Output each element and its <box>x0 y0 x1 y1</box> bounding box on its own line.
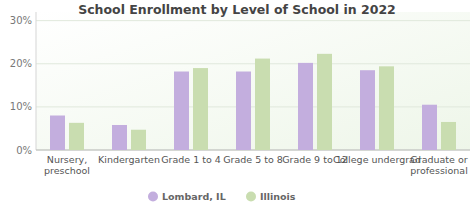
x-tick-label: College undergrad <box>333 154 421 165</box>
y-tick-label: 0% <box>16 145 32 156</box>
chart-title: School Enrollment by Level of School in … <box>78 2 396 17</box>
grid-line <box>36 106 470 107</box>
x-tick-label: Nursery,preschool <box>44 154 90 176</box>
grid-line <box>36 63 470 64</box>
y-tick-label: 20% <box>10 58 32 69</box>
chart-container: School Enrollment by Level of School in … <box>0 0 474 218</box>
legend-label: Lombard, IL <box>162 191 226 202</box>
x-tick-label: Graduate orprofessional <box>410 154 468 176</box>
bar <box>317 54 332 150</box>
chart-svg: School Enrollment by Level of School in … <box>0 0 474 218</box>
x-tick-label: Grade 1 to 4 <box>161 154 221 165</box>
bar <box>193 68 208 150</box>
x-tick-label: Kindergarten <box>98 154 160 165</box>
y-axis-line <box>36 12 37 150</box>
grid-line <box>36 150 470 151</box>
y-tick-label: 10% <box>10 101 32 112</box>
bars <box>50 54 456 150</box>
legend-swatch <box>246 192 256 202</box>
y-tick-label: 30% <box>10 15 32 26</box>
plot-background <box>36 12 470 150</box>
bar <box>236 72 251 150</box>
bar <box>50 116 65 151</box>
bar <box>69 123 84 150</box>
bar <box>131 130 146 150</box>
bar <box>422 105 437 150</box>
legend-label: Illinois <box>260 191 296 202</box>
grid-line <box>36 20 470 21</box>
bar <box>379 66 394 150</box>
bar <box>360 70 375 150</box>
bar <box>112 125 127 150</box>
x-tick-label: Grade 5 to 8 <box>223 154 283 165</box>
bar <box>298 63 313 150</box>
legend-swatch <box>148 192 158 202</box>
bar <box>441 122 456 150</box>
x-axis-line <box>36 150 470 151</box>
bar <box>174 72 189 150</box>
bar <box>255 59 270 150</box>
